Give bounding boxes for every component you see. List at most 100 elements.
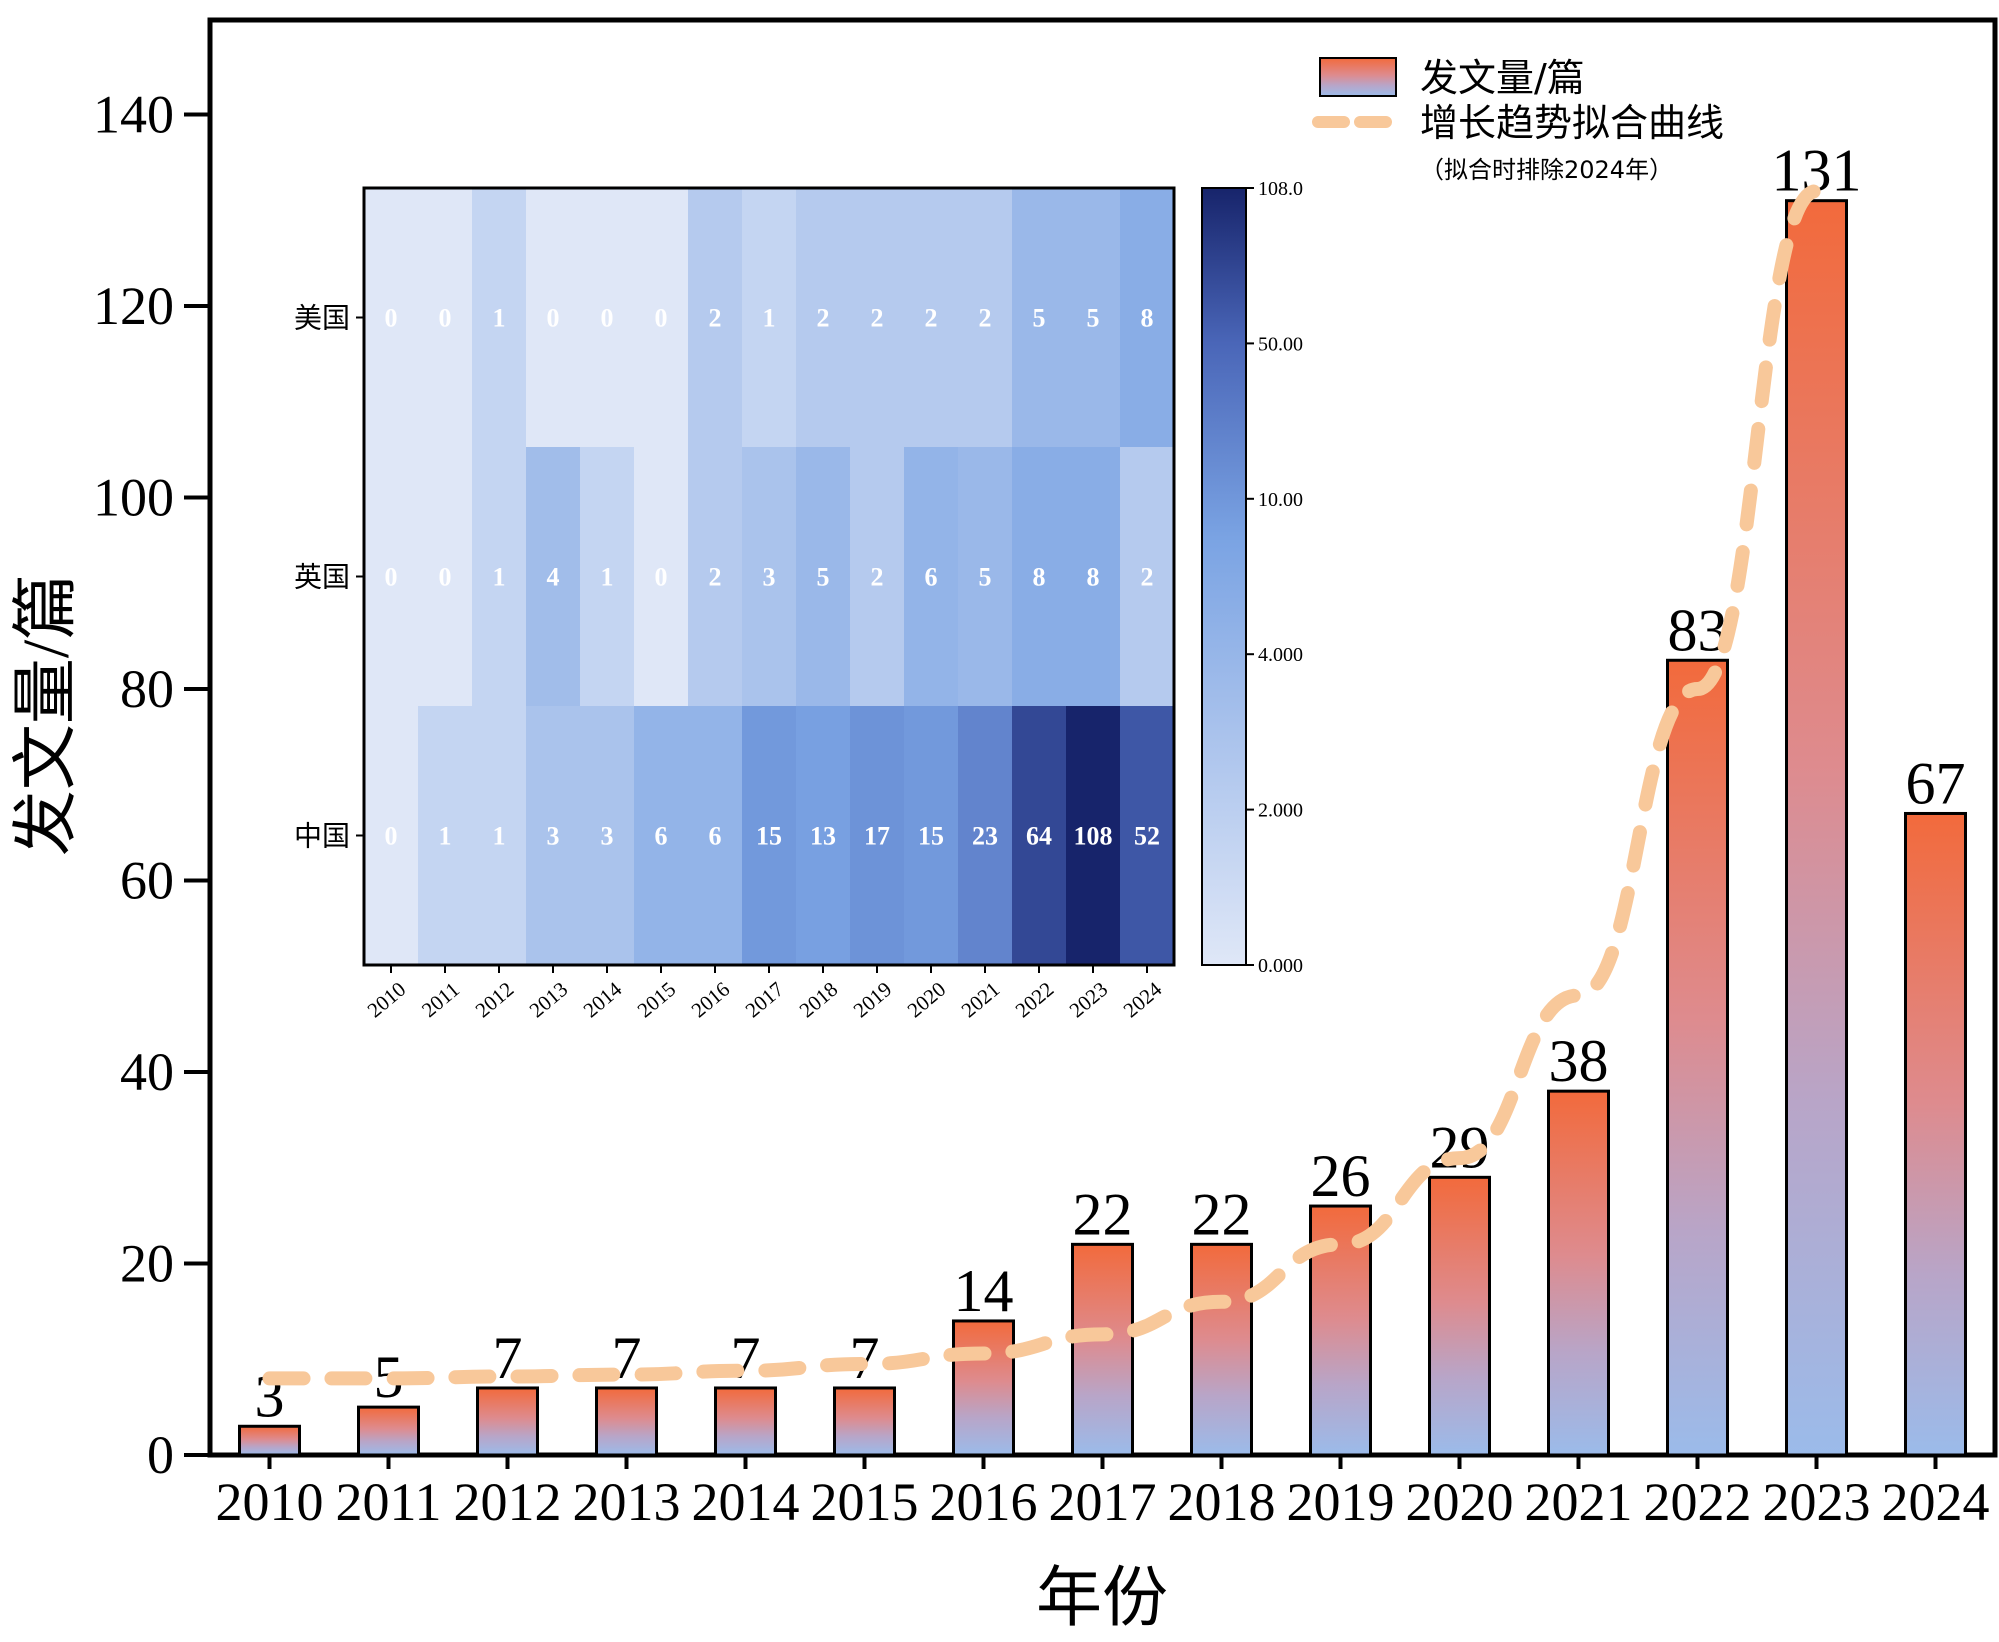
heatmap-cell	[526, 706, 581, 966]
x-tick-label: 2022	[1644, 1472, 1752, 1532]
legend: 发文量/篇 增长趋势拟合曲线 （拟合时排除2024年）	[1312, 56, 1724, 184]
bar	[1904, 811, 1967, 1457]
x-tick-label: 2019	[1287, 1472, 1395, 1532]
y-tick-label: 60	[120, 851, 174, 911]
x-tick-label: 2020	[1406, 1472, 1514, 1532]
colorbar-tick-label: 10.00	[1258, 489, 1303, 511]
heatmap-cell	[580, 706, 635, 966]
heatmap-cell-value: 0	[601, 304, 614, 333]
heatmap-column-label: 2024	[1119, 977, 1167, 1023]
heatmap-cell	[364, 188, 419, 448]
bar-value-label: 22	[1192, 1181, 1252, 1247]
heatmap-cell	[796, 706, 851, 966]
heatmap-cell-value: 23	[972, 822, 998, 851]
heatmap-cell-value: 3	[763, 563, 776, 592]
heatmap-column-label: 2012	[471, 977, 519, 1022]
bar	[714, 1386, 777, 1457]
bar	[595, 1386, 658, 1457]
colorbar-tick-label: 2.000	[1258, 800, 1303, 822]
heatmap-column-label: 2011	[417, 977, 464, 1022]
heatmap-cell	[904, 188, 959, 448]
heatmap-cell	[1066, 447, 1121, 707]
heatmap-cell	[904, 706, 959, 966]
y-tick-label: 80	[120, 659, 174, 719]
heatmap-column-label: 2022	[1011, 977, 1059, 1022]
heatmap-cell	[904, 447, 959, 707]
heatmap-cell	[796, 188, 851, 448]
x-axis: 2010 2011 2012 2013 2014 2015 2016 2017 2018 2019…	[216, 1455, 1990, 1532]
colorbar-tick-label: 108.0	[1258, 178, 1303, 200]
heatmap-cell	[472, 706, 527, 966]
bar	[476, 1386, 539, 1457]
heatmap-cell-value: 6	[709, 822, 722, 851]
bar	[1785, 199, 1848, 1457]
x-tick-label: 2016	[930, 1472, 1038, 1532]
legend-line-label: 增长趋势拟合曲线	[1420, 101, 1724, 145]
heatmap-column-label: 2010	[363, 977, 411, 1022]
x-tick-label: 2013	[573, 1472, 681, 1532]
bar	[238, 1424, 301, 1457]
bar	[1190, 1242, 1253, 1457]
heatmap-cell-value: 3	[601, 822, 614, 851]
heatmap-cell-value: 2	[817, 304, 830, 333]
heatmap-cell	[688, 706, 743, 966]
heatmap-cell-value: 1	[601, 563, 614, 592]
heatmap-cell	[1012, 447, 1067, 707]
heatmap-cell	[580, 188, 635, 448]
heatmap-cell-value: 1	[493, 563, 506, 592]
heatmap-column-label: 2017	[741, 977, 789, 1022]
heatmap-cell-value: 0	[655, 304, 668, 333]
heatmap-cell-value: 2	[1141, 563, 1154, 592]
heatmap-column-label: 2015	[633, 977, 681, 1022]
heatmap-cell-value: 52	[1134, 822, 1160, 851]
y-tick-label: 100	[93, 468, 174, 528]
heatmap-cell	[688, 188, 743, 448]
heatmap-cell-value: 0	[385, 822, 398, 851]
heatmap-cell	[1120, 188, 1175, 448]
heatmap-column-labels: 2010 2011 2012 2013 2014 2015 2016 2017 2018 2019…	[363, 965, 1167, 1022]
x-tick-label: 2010	[216, 1472, 324, 1532]
x-tick-label: 2017	[1049, 1472, 1157, 1532]
heatmap-cell-value: 17	[864, 822, 890, 851]
heatmap-cell-value: 5	[1087, 304, 1100, 333]
heatmap-cell	[850, 447, 905, 707]
bar-value-label: 67	[1906, 750, 1966, 816]
heatmap-cell-value: 0	[439, 304, 452, 333]
x-axis-title: 年份	[1036, 1562, 1168, 1635]
bar	[1666, 658, 1729, 1457]
x-tick-label: 2012	[454, 1472, 562, 1532]
heatmap-cell	[418, 706, 473, 966]
heatmap-cell	[634, 706, 689, 966]
heatmap-colorbar: 0.000 2.000 4.000 10.00 50.00 108.0	[1201, 178, 1303, 977]
legend-bar-label: 发文量/篇	[1420, 56, 1585, 100]
x-tick-label: 2014	[692, 1472, 800, 1532]
y-axis-title: 发文量/篇	[10, 574, 83, 856]
heatmap-cell	[526, 188, 581, 448]
bar-value-label: 14	[954, 1258, 1014, 1324]
heatmap-cell-value: 15	[918, 822, 944, 851]
heatmap-column-label: 2013	[525, 977, 573, 1022]
heatmap-cell-value: 0	[655, 563, 668, 592]
bar	[833, 1386, 896, 1457]
bar-value-label: 7	[731, 1325, 761, 1391]
heatmap-cell-value: 8	[1141, 304, 1154, 333]
heatmap-cell-value: 2	[709, 304, 722, 333]
heatmap-cell	[634, 188, 689, 448]
bar-value-label: 83	[1668, 597, 1728, 663]
heatmap-cell	[742, 706, 797, 966]
heatmap-cell	[634, 447, 689, 707]
heatmap-cell-value: 2	[709, 563, 722, 592]
y-tick-label: 40	[120, 1042, 174, 1102]
heatmap-cell	[472, 188, 527, 448]
heatmap-cell-value: 5	[979, 563, 992, 592]
colorbar-gradient-bar	[1201, 187, 1247, 966]
bar-value-label: 26	[1311, 1143, 1371, 1209]
heatmap-column-label: 2014	[579, 977, 627, 1023]
heatmap-cell	[418, 188, 473, 448]
x-tick-label: 2018	[1168, 1472, 1276, 1532]
heatmap-cell	[580, 447, 635, 707]
bar	[952, 1319, 1015, 1457]
heatmap-cell-value: 1	[763, 304, 776, 333]
